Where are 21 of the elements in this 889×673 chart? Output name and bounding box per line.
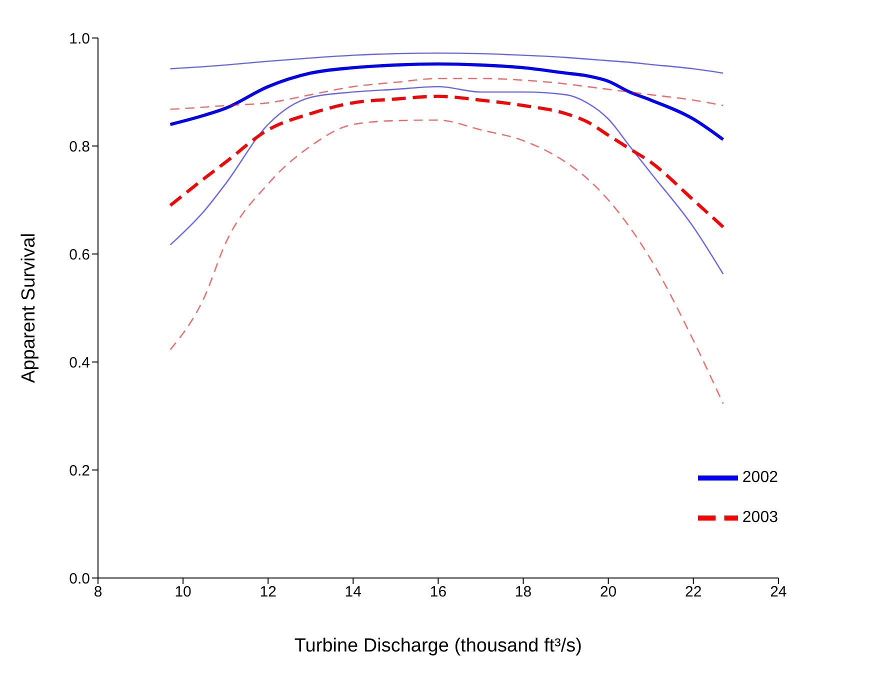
x-tick-label: 20 (600, 584, 617, 601)
y-tick-label: 0.4 (69, 354, 90, 372)
x-axis-title: Turbine Discharge (thousand ft³/s) (294, 635, 582, 656)
y-tick-label: 0.2 (69, 462, 90, 480)
x-tick-label: 22 (685, 584, 702, 601)
y-axis-title: Apparent Survival (18, 233, 40, 383)
x-tick-label: 10 (174, 584, 192, 601)
legend-label: 2002 (742, 469, 778, 486)
y-tick-label: 0.6 (69, 246, 90, 264)
y-tick-label: 1.0 (69, 30, 90, 48)
y-tick-label: 0.0 (69, 570, 90, 588)
line-series (168, 94, 725, 229)
x-tick-label: 12 (260, 584, 276, 601)
x-tick-label: 16 (430, 584, 447, 601)
line-series (168, 62, 725, 142)
y-tick-label: 0.8 (69, 138, 90, 156)
x-tick-label: 18 (514, 584, 532, 601)
x-tick-label: 24 (770, 584, 787, 601)
legend-label: 2003 (742, 509, 778, 526)
x-tick-label: 8 (94, 584, 102, 601)
x-tick-label: 14 (344, 584, 362, 601)
